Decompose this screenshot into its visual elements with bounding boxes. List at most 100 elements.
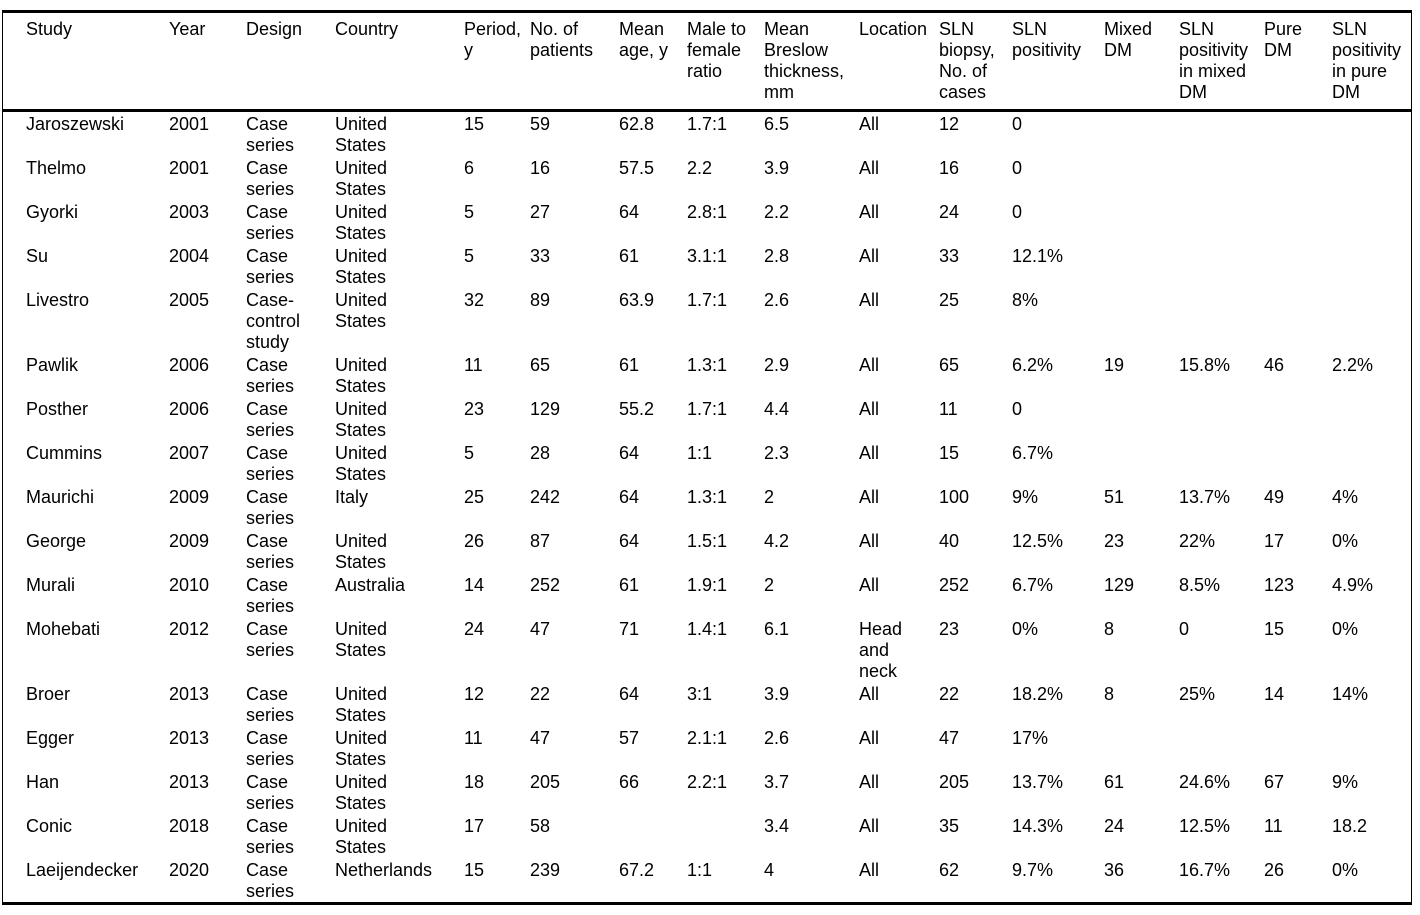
cell-year: 2013 bbox=[169, 728, 210, 748]
cell-mixed-dm bbox=[1104, 111, 1179, 157]
cell-location: All bbox=[859, 246, 880, 266]
cell-sln-positivity-in-mixed-dm bbox=[1179, 244, 1264, 288]
cell-no-of-patients: 205 bbox=[530, 772, 561, 792]
cell-study: Jaroszewski bbox=[26, 114, 125, 134]
cell-male-to-female-ratio: 1:1 bbox=[687, 443, 713, 463]
cell-period-y: 26 bbox=[464, 531, 485, 551]
cell-study: Cummins bbox=[26, 443, 103, 463]
cell-year: 2013 bbox=[169, 684, 210, 704]
cell-location: All bbox=[859, 860, 880, 880]
column-header-pure-dm: Pure DM bbox=[1264, 11, 1332, 112]
cell-pure-dm: 15 bbox=[1264, 619, 1285, 639]
cell-no-of-patients: 59 bbox=[530, 114, 551, 134]
cell-sln-biopsy-no-of-cases: 25 bbox=[939, 290, 960, 310]
cell-location: All bbox=[859, 816, 880, 836]
cell-sln-positivity-in-mixed-dm: 16.7% bbox=[1179, 860, 1231, 880]
cell-male-to-female-ratio bbox=[687, 814, 764, 858]
cell-mean-breslow-thickness-mm: 2 bbox=[764, 575, 775, 595]
column-header-mean-breslow-thickness-mm: Mean Breslow thickness, mm bbox=[764, 11, 859, 112]
table-row-gyorki: Gyorki 2003 Case series United States 5 27 64 2… bbox=[3, 200, 1411, 244]
cell-male-to-female-ratio: 1.3:1 bbox=[687, 355, 728, 375]
cell-year: 2005 bbox=[169, 290, 210, 310]
cell-period-y: 6 bbox=[464, 158, 475, 178]
cell-male-to-female-ratio: 3:1 bbox=[687, 684, 713, 704]
cell-year: 2009 bbox=[169, 487, 210, 507]
cell-mean-age-y: 63.9 bbox=[619, 290, 655, 310]
cell-mean-breslow-thickness-mm: 4.2 bbox=[764, 531, 790, 551]
cell-study: Livestro bbox=[26, 290, 90, 310]
cell-location: All bbox=[859, 684, 880, 704]
cell-location: All bbox=[859, 355, 880, 375]
cell-sln-biopsy-no-of-cases: 47 bbox=[939, 728, 960, 748]
cell-sln-positivity: 9% bbox=[1012, 487, 1039, 507]
cell-male-to-female-ratio: 2.2:1 bbox=[687, 772, 728, 792]
cell-mean-breslow-thickness-mm: 3.9 bbox=[764, 684, 790, 704]
cell-study: Egger bbox=[26, 728, 75, 748]
cell-mixed-dm: 23 bbox=[1104, 531, 1125, 551]
cell-design: Case series bbox=[246, 619, 295, 660]
cell-sln-positivity-in-pure-dm: 0% bbox=[1332, 619, 1359, 639]
cell-country: Australia bbox=[335, 575, 406, 595]
cell-period-y: 5 bbox=[464, 443, 475, 463]
table-body: Jaroszewski 2001 Case series United States 1… bbox=[3, 111, 1411, 904]
table-row-han: Han 2013 Case series United States 18 205 66 2.… bbox=[3, 770, 1411, 814]
cell-mean-breslow-thickness-mm: 6.1 bbox=[764, 619, 790, 639]
cell-design: Case series bbox=[246, 860, 295, 901]
cell-mean-age-y: 66 bbox=[619, 772, 640, 792]
cell-design: Case series bbox=[246, 246, 295, 287]
table-row-maurichi: Maurichi 2009 Case series Italy 25 242 64 1.3:1… bbox=[3, 485, 1411, 529]
cell-study: Posther bbox=[26, 399, 89, 419]
cell-sln-positivity: 8% bbox=[1012, 290, 1039, 310]
cell-year: 2007 bbox=[169, 443, 210, 463]
table-row-laeijendecker: Laeijendecker 2020 Case series Netherlands 1… bbox=[3, 858, 1411, 904]
cell-period-y: 18 bbox=[464, 772, 485, 792]
cell-male-to-female-ratio: 1.5:1 bbox=[687, 531, 728, 551]
cell-no-of-patients: 87 bbox=[530, 531, 551, 551]
column-header-sln-positivity-in-pure-dm: SLN positivity in pure DM bbox=[1332, 11, 1411, 112]
cell-location: All bbox=[859, 114, 880, 134]
cell-sln-positivity-in-mixed-dm: 15.8% bbox=[1179, 355, 1231, 375]
cell-location: All bbox=[859, 487, 880, 507]
cell-sln-positivity-in-pure-dm: 4% bbox=[1332, 487, 1359, 507]
cell-mean-age-y: 57.5 bbox=[619, 158, 655, 178]
cell-sln-positivity-in-pure-dm: 2.2% bbox=[1332, 355, 1374, 375]
cell-male-to-female-ratio: 3.1:1 bbox=[687, 246, 728, 266]
cell-design: Case series bbox=[246, 531, 295, 572]
cell-year: 2018 bbox=[169, 816, 210, 836]
cell-no-of-patients: 242 bbox=[530, 487, 561, 507]
cell-mean-age-y: 61 bbox=[619, 246, 640, 266]
cell-sln-positivity-in-mixed-dm: 13.7% bbox=[1179, 487, 1231, 507]
cell-design: Case series bbox=[246, 443, 295, 484]
cell-mixed-dm: 36 bbox=[1104, 860, 1125, 880]
cell-location: All bbox=[859, 399, 880, 419]
cell-country: United States bbox=[335, 772, 388, 813]
cell-year: 2006 bbox=[169, 399, 210, 419]
cell-sln-positivity: 17% bbox=[1012, 728, 1049, 748]
cell-period-y: 25 bbox=[464, 487, 485, 507]
table-row-mohebati: Mohebati 2012 Case series United States 24 47… bbox=[3, 617, 1411, 682]
cell-male-to-female-ratio: 1.3:1 bbox=[687, 487, 728, 507]
cell-period-y: 23 bbox=[464, 399, 485, 419]
cell-no-of-patients: 47 bbox=[530, 728, 551, 748]
cell-design: Case series bbox=[246, 158, 295, 199]
cell-pure-dm bbox=[1264, 441, 1332, 485]
cell-country: United States bbox=[335, 443, 388, 484]
cell-mixed-dm bbox=[1104, 244, 1179, 288]
cell-sln-biopsy-no-of-cases: 15 bbox=[939, 443, 960, 463]
cell-pure-dm: 46 bbox=[1264, 355, 1285, 375]
cell-sln-biopsy-no-of-cases: 100 bbox=[939, 487, 970, 507]
cell-year: 2009 bbox=[169, 531, 210, 551]
cell-no-of-patients: 28 bbox=[530, 443, 551, 463]
cell-sln-positivity-in-mixed-dm: 24.6% bbox=[1179, 772, 1231, 792]
cell-mean-age-y: 71 bbox=[619, 619, 640, 639]
cell-sln-positivity-in-mixed-dm bbox=[1179, 397, 1264, 441]
cell-sln-positivity-in-pure-dm: 0% bbox=[1332, 531, 1359, 551]
cell-sln-positivity-in-mixed-dm bbox=[1179, 200, 1264, 244]
cell-design: Case series bbox=[246, 202, 295, 243]
cell-mean-age-y: 64 bbox=[619, 531, 640, 551]
cell-sln-biopsy-no-of-cases: 33 bbox=[939, 246, 960, 266]
cell-sln-biopsy-no-of-cases: 40 bbox=[939, 531, 960, 551]
cell-sln-positivity-in-pure-dm: 4.9% bbox=[1332, 575, 1374, 595]
column-header-year: Year bbox=[169, 11, 246, 112]
cell-pure-dm: 49 bbox=[1264, 487, 1285, 507]
